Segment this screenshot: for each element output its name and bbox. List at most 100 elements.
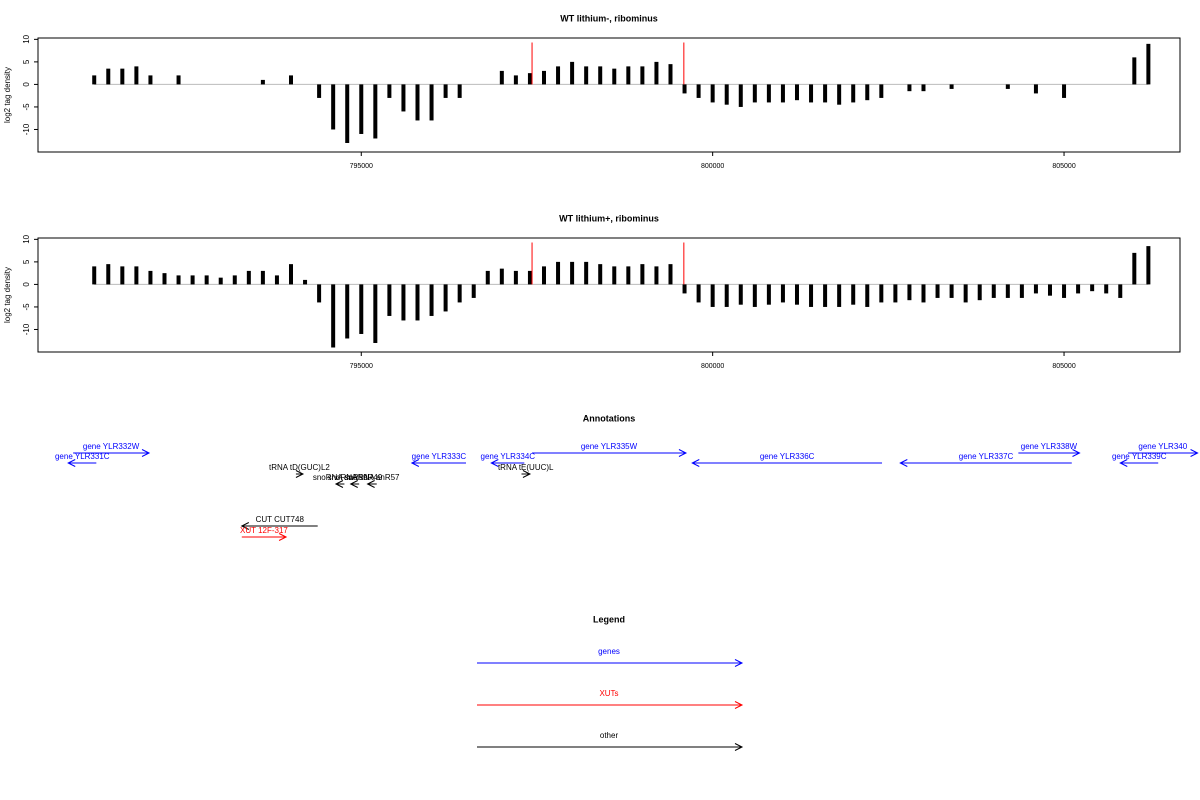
annotation-arrow	[295, 470, 305, 478]
bar	[710, 284, 715, 307]
bar	[612, 266, 617, 285]
annotation-arrow	[1127, 449, 1199, 457]
bar	[668, 264, 673, 285]
arrow-head	[490, 459, 499, 467]
legend-arrow	[477, 659, 744, 667]
bar	[499, 70, 504, 85]
bar	[640, 264, 645, 285]
bar	[766, 84, 771, 103]
bar	[92, 75, 97, 85]
annotation-arrow	[366, 480, 377, 488]
bar	[331, 84, 336, 130]
arrow-head	[1072, 449, 1081, 457]
bar	[612, 68, 617, 85]
bar	[626, 66, 631, 85]
bar	[921, 284, 926, 303]
bar	[499, 268, 504, 285]
bar	[415, 84, 420, 121]
bar	[485, 270, 490, 285]
bar	[780, 84, 785, 103]
bar	[935, 284, 940, 298]
annotation-label: tRNA tE(UUC)L	[498, 463, 554, 472]
bar	[668, 64, 673, 85]
annotation-label: gene YLR335W	[581, 442, 638, 451]
y-tick-label: 0	[22, 282, 31, 287]
chart-title: WT lithium-, ribominus	[560, 13, 658, 23]
annotation-arrow	[410, 459, 466, 467]
bar	[1062, 84, 1067, 98]
bar	[556, 261, 561, 285]
bar	[794, 84, 799, 101]
bar	[541, 266, 546, 285]
bar	[682, 284, 687, 294]
bar	[1033, 84, 1038, 94]
x-tick-label: 805000	[1052, 363, 1075, 370]
bar	[851, 84, 856, 103]
bar	[373, 284, 378, 343]
bar	[879, 84, 884, 98]
arrow-head	[295, 470, 305, 478]
bar	[570, 61, 575, 85]
bar	[640, 66, 645, 85]
legend-label: genes	[598, 647, 620, 656]
arrow-head	[334, 480, 344, 488]
arrow-head	[278, 533, 288, 541]
bar	[1005, 84, 1010, 89]
annotation-label: tRNA tD(GUC)L2	[269, 463, 330, 472]
y-tick-label: -5	[22, 103, 31, 111]
bar	[317, 84, 322, 98]
bar	[331, 284, 336, 348]
x-tick-label: 795000	[350, 163, 373, 170]
annotation-arrow	[521, 470, 532, 478]
x-tick-label: 800000	[701, 363, 724, 370]
bar	[415, 284, 420, 321]
bar	[837, 84, 842, 105]
bar	[176, 75, 181, 85]
bar	[260, 79, 265, 85]
bar	[1005, 284, 1010, 298]
y-tick-label: 0	[22, 82, 31, 87]
annotation-arrow	[1018, 449, 1081, 457]
bar	[724, 284, 729, 307]
annotation-label: XUT 12F-317	[240, 526, 288, 535]
bar	[1132, 57, 1137, 85]
bar	[260, 270, 265, 285]
x-tick-label: 795000	[350, 363, 373, 370]
bar	[387, 284, 392, 316]
bar	[991, 284, 996, 298]
bar	[1118, 284, 1123, 298]
arrow-head	[734, 743, 744, 751]
bar	[1146, 246, 1151, 285]
bar	[288, 264, 293, 285]
arrow-head	[240, 522, 250, 530]
annotation-label: gene YLR338W	[1021, 442, 1078, 451]
y-tick-label: 5	[22, 59, 31, 64]
bar	[879, 284, 884, 303]
bar	[794, 284, 799, 305]
annotation-arrow	[899, 459, 1072, 467]
bar	[387, 84, 392, 98]
bar	[317, 284, 322, 303]
bar	[738, 84, 743, 107]
bar	[654, 61, 659, 85]
bar	[893, 284, 898, 303]
legend-label: other	[600, 731, 619, 740]
annotation-label: gene YLR331C	[55, 452, 110, 461]
annotation-label: gene YLR333C	[412, 452, 467, 461]
bar	[907, 284, 912, 301]
arrow-head	[522, 470, 532, 478]
bar	[696, 284, 701, 303]
arrow-head	[734, 659, 744, 667]
bar	[401, 84, 406, 112]
arrow-head	[349, 480, 358, 488]
bar	[556, 66, 561, 85]
bar	[359, 284, 364, 334]
bar	[513, 75, 518, 85]
bar	[429, 84, 434, 121]
annotations-title: Annotations	[583, 413, 636, 423]
bar	[1019, 284, 1024, 298]
y-tick-label: -10	[22, 323, 31, 335]
bar	[823, 284, 828, 307]
bar	[134, 66, 139, 85]
chart-title: WT lithium+, ribominus	[559, 213, 659, 223]
